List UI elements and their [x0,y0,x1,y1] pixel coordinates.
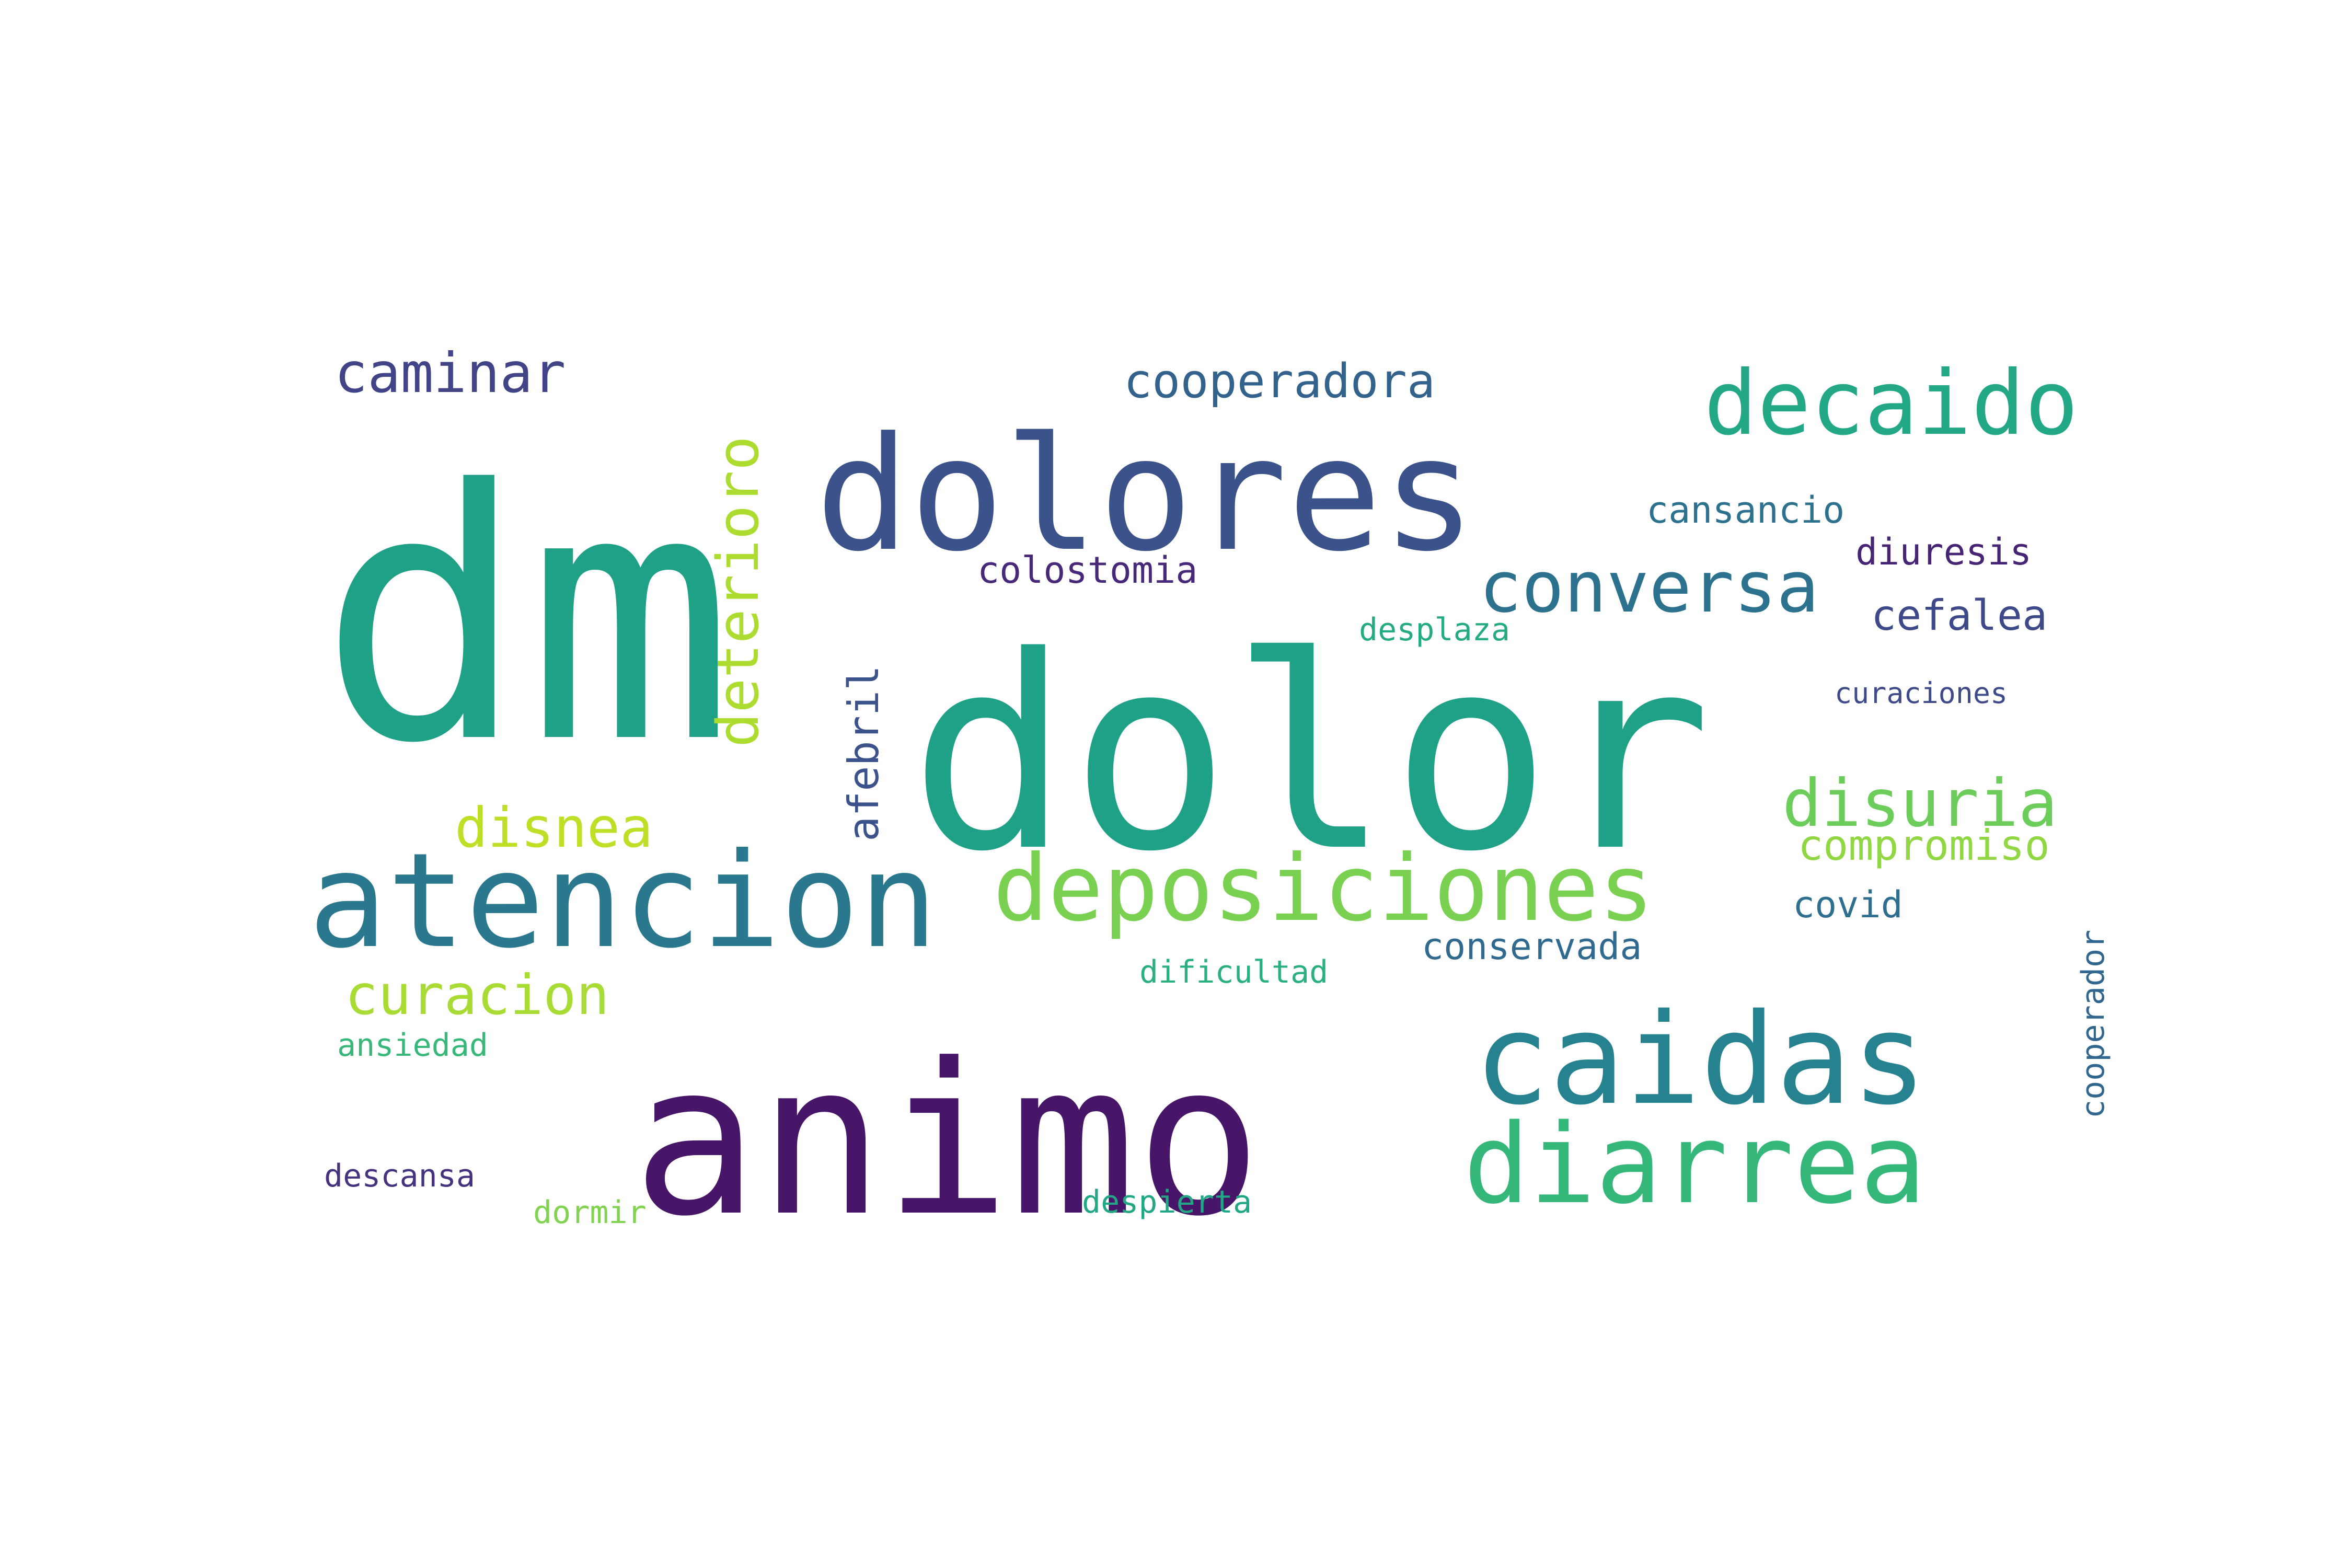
word-diarrea: diarrea [1463,1100,1926,1228]
word-animo: animo [632,1019,1262,1262]
word-covid: covid [1793,883,1903,926]
word-disuria: disuria [1782,766,2058,841]
word-afebril: afebril [839,665,888,841]
word-ansiedad: ansiedad [337,1027,488,1064]
word-curacion: curacion [345,963,609,1027]
word-cefalea: cefalea [1871,591,2047,640]
word-dolores: dolores [815,403,1476,586]
word-diuresis: diuresis [1855,531,2032,573]
word-descansa: descansa [324,1158,475,1194]
word-conversa: conversa [1479,546,1819,628]
word-decaido: decaido [1704,352,2078,455]
word-caidas: caidas [1474,986,1927,1133]
word-cansancio: cansancio [1646,489,1844,532]
word-deterioro: deterioro [705,436,771,747]
word-dolor: dolor [909,600,1712,910]
word-dificultad: dificultad [1139,954,1328,990]
word-curaciones: curaciones [1835,676,2008,710]
word-cooperador: cooperador [2075,930,2112,1119]
word-dm: dm [319,417,734,818]
word-despierta: despierta [1082,1184,1252,1220]
word-colostomia: colostomia [977,549,1197,592]
word-desplaza: desplaza [1359,612,1510,648]
word-compromiso: compromiso [1798,821,2050,870]
word-atencion: atencion [308,825,938,977]
word-conservada: conservada [1422,925,1642,968]
word-dormir: dormir [533,1194,647,1231]
word-disnea: disnea [455,796,653,860]
word-cooperadora: cooperadora [1124,354,1435,409]
word-deposiciones: deposiciones [993,836,1654,942]
word-caminar: caminar [335,341,566,405]
